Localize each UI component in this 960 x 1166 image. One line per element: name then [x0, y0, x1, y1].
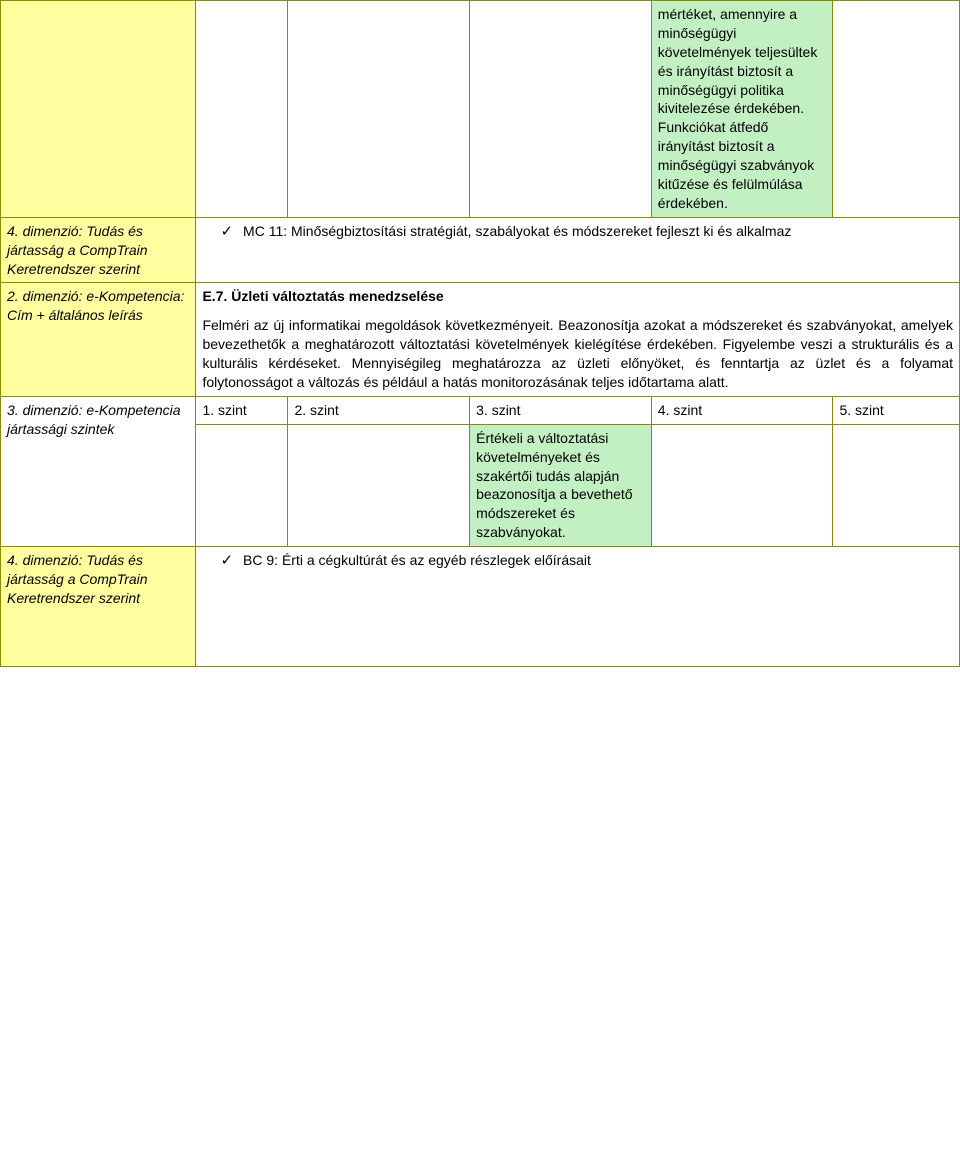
- r2-label: 4. dimenzió: Tudás és jártasság a CompTr…: [7, 223, 148, 277]
- lvl3-label: 3. szint: [476, 402, 520, 418]
- r2-content: ✓ MC 11: Minőségbiztosítási stratégiát, …: [196, 217, 960, 283]
- r2-label-cell: 4. dimenzió: Tudás és jártasság a CompTr…: [1, 217, 196, 283]
- lvl4-body: [651, 424, 833, 546]
- lvl3-head: 3. szint: [470, 396, 652, 424]
- lvl1-body: [196, 424, 288, 546]
- r1-c3: [470, 1, 652, 218]
- check-item-bc9: ✓ BC 9: Érti a cégkultúrát és az egyéb r…: [202, 551, 953, 571]
- lvl5-body: [833, 424, 960, 546]
- mc11-text: MC 11: Minőségbiztosítási stratégiát, sz…: [243, 222, 791, 241]
- bc9-text: BC 9: Érti a cégkultúrát és az egyéb rés…: [243, 551, 591, 570]
- lvl1-label: 1. szint: [202, 402, 246, 418]
- lvl3-body: Értékeli a változtatási követelményeket …: [470, 424, 652, 546]
- framework-table: mértéket, amennyire a minőségügyi követe…: [0, 0, 960, 667]
- check-icon: ✓: [220, 222, 233, 242]
- r1-c4-green: mértéket, amennyire a minőségügyi követe…: [651, 1, 833, 218]
- e7-body: Felméri az új informatikai megoldások kö…: [202, 316, 953, 392]
- e7-title: E.7. Üzleti változtatás menedzselése: [202, 287, 953, 306]
- r3-content: E.7. Üzleti változtatás menedzselése Fel…: [196, 283, 960, 396]
- spacer: [202, 306, 953, 316]
- r1-label: [1, 1, 196, 218]
- row-dim3-header: 3. dimenzió: e-Kompetencia jártassági sz…: [1, 396, 960, 424]
- r4-label: 3. dimenzió: e-Kompetencia jártassági sz…: [7, 402, 181, 437]
- lvl5-head: 5. szint: [833, 396, 960, 424]
- r1-c4-text: mértéket, amennyire a minőségügyi követe…: [658, 6, 818, 211]
- lvl2-head: 2. szint: [288, 396, 470, 424]
- lvl4-head: 4. szint: [651, 396, 833, 424]
- r3-label-cell: 2. dimenzió: e-Kompetencia: Cím + általá…: [1, 283, 196, 396]
- lvl2-label: 2. szint: [294, 402, 338, 418]
- lvl4-label: 4. szint: [658, 402, 702, 418]
- row-continuation: mértéket, amennyire a minőségügyi követe…: [1, 1, 960, 218]
- r5-content: ✓ BC 9: Érti a cégkultúrát és az egyéb r…: [196, 547, 960, 667]
- r1-c1: [196, 1, 288, 218]
- row-dim4-mc11: 4. dimenzió: Tudás és jártasság a CompTr…: [1, 217, 960, 283]
- r3-label: 2. dimenzió: e-Kompetencia: Cím + általá…: [7, 288, 184, 323]
- lvl3-text: Értékeli a változtatási követelményeket …: [476, 430, 632, 540]
- r5-label: 4. dimenzió: Tudás és jártasság a CompTr…: [7, 552, 148, 606]
- lvl5-label: 5. szint: [839, 402, 883, 418]
- row-dim2: 2. dimenzió: e-Kompetencia: Cím + általá…: [1, 283, 960, 396]
- check-item-mc11: ✓ MC 11: Minőségbiztosítási stratégiát, …: [202, 222, 953, 242]
- lvl2-body: [288, 424, 470, 546]
- lvl1-head: 1. szint: [196, 396, 288, 424]
- row-dim4-bc9: 4. dimenzió: Tudás és jártasság a CompTr…: [1, 547, 960, 667]
- check-icon: ✓: [220, 551, 233, 571]
- r5-label-cell: 4. dimenzió: Tudás és jártasság a CompTr…: [1, 547, 196, 667]
- r4-label-cell: 3. dimenzió: e-Kompetencia jártassági sz…: [1, 396, 196, 546]
- r1-c2: [288, 1, 470, 218]
- r1-c5: [833, 1, 960, 218]
